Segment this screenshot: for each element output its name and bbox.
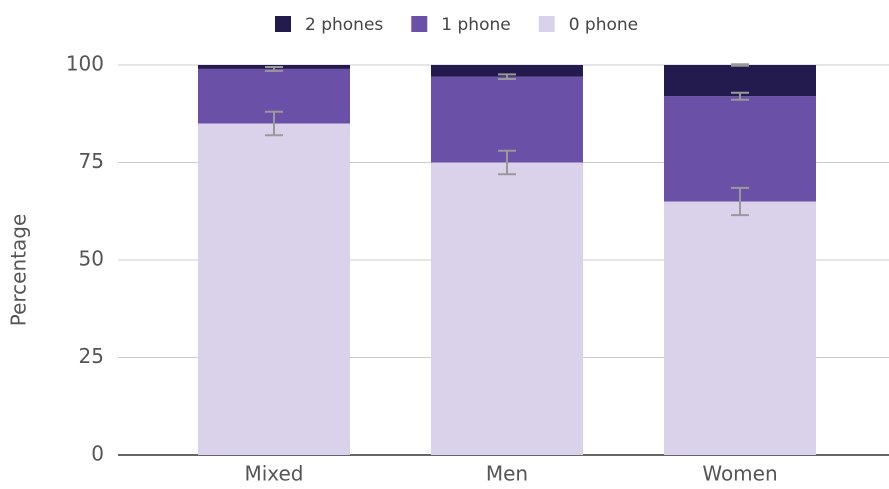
bar-segment [664, 65, 816, 97]
error-bar [731, 91, 749, 101]
y-axis-label: Percentage [7, 214, 31, 327]
legend-label: 1 phone [441, 15, 510, 35]
legend-label: 2 phones [305, 15, 383, 35]
y-tick-label: 100 [66, 52, 104, 76]
error-bar [498, 73, 516, 81]
bar-segment [198, 123, 350, 455]
error-bar [498, 149, 516, 176]
bar-segment [431, 162, 583, 455]
error-bar [731, 63, 749, 67]
error-bar [265, 65, 283, 72]
y-tick-label: 75 [79, 149, 104, 173]
legend-swatch [538, 16, 555, 32]
legend-label: 0 phone [569, 15, 638, 35]
legend-swatch [411, 16, 428, 32]
y-tick-label: 0 [91, 442, 104, 466]
y-tick-label: 25 [79, 344, 104, 368]
y-tick-label: 50 [79, 247, 104, 271]
bar-segment [431, 65, 583, 77]
x-tick-label: Mixed [244, 462, 303, 486]
x-tick-label: Men [486, 462, 528, 486]
x-tick-label: Women [702, 462, 777, 486]
error-bar [731, 186, 749, 217]
bar-segment [664, 96, 816, 202]
bar-segment [664, 201, 816, 455]
legend-swatch [275, 16, 291, 32]
error-bar [265, 110, 283, 137]
bar-segment [431, 76, 583, 163]
